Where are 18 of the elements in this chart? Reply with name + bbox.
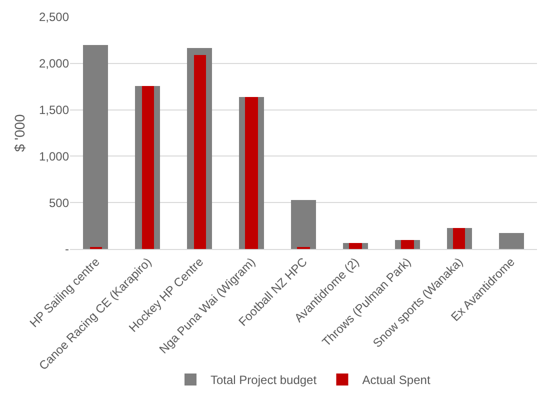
bar [291, 200, 316, 249]
y-axis-title: $ '000 [12, 114, 28, 152]
bar [194, 55, 206, 249]
bar [401, 240, 414, 249]
bar [499, 233, 524, 249]
bar [453, 228, 465, 249]
y-tick-label: 500 [48, 196, 70, 210]
y-tick-label: - [65, 242, 69, 256]
bar [83, 45, 108, 249]
y-tick-label: 2,000 [38, 56, 70, 71]
y-tick-label: 1,000 [38, 149, 70, 164]
y-tick-label: 1,500 [38, 103, 70, 117]
bar [245, 97, 258, 249]
legend-label: Actual Spent [362, 373, 431, 388]
y-tick-label: 2,500 [38, 10, 70, 24]
legend-label: Total Project budget [210, 373, 318, 388]
bar [142, 86, 154, 249]
bar [349, 243, 362, 249]
